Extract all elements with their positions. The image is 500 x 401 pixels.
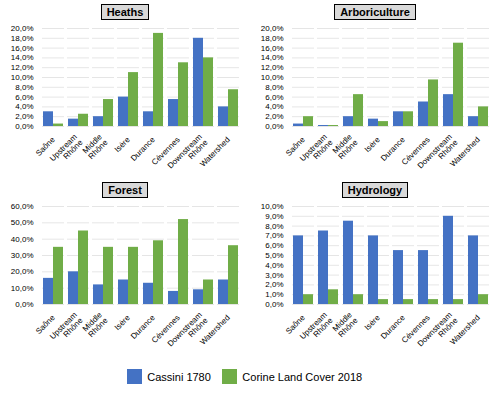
svg-text:DownstreamRhône: DownstreamRhône — [416, 310, 460, 354]
svg-text:Isère: Isère — [363, 313, 382, 332]
svg-text:14,0%: 14,0% — [261, 53, 284, 62]
svg-text:1,0%: 1,0% — [265, 290, 283, 299]
svg-text:Watershed: Watershed — [448, 135, 482, 169]
svg-text:10,0%: 10,0% — [261, 202, 284, 211]
svg-text:Durance: Durance — [379, 135, 407, 163]
svg-text:60,0%: 60,0% — [11, 202, 34, 211]
svg-text:Cévennes: Cévennes — [149, 135, 182, 167]
html-text:Forest: Forest — [108, 184, 142, 196]
svg-text:Cévennes: Cévennes — [399, 135, 432, 167]
svg-text:Cévennes: Cévennes — [399, 313, 432, 345]
svg-text:DownstreamRhône: DownstreamRhône — [416, 132, 460, 176]
svg-text:Watershed: Watershed — [198, 135, 232, 169]
svg-text:20,0%: 20,0% — [261, 24, 284, 33]
svg-text:20,0%: 20,0% — [11, 267, 34, 276]
svg-text:UpstreamRhône: UpstreamRhône — [48, 310, 85, 347]
svg-text:6,0%: 6,0% — [15, 93, 33, 102]
svg-text:DownstreamRhône: DownstreamRhône — [166, 310, 210, 354]
svg-text:Saône: Saône — [284, 313, 307, 336]
svg-text:10,0%: 10,0% — [11, 73, 34, 82]
svg-text:12,0%: 12,0% — [11, 63, 34, 72]
svg-text:MiddleRhône: MiddleRhône — [81, 310, 110, 339]
svg-text:2,0%: 2,0% — [15, 112, 33, 121]
svg-text:0,0%: 0,0% — [15, 300, 33, 309]
svg-text:Durance: Durance — [379, 313, 407, 341]
svg-text:Watershed: Watershed — [448, 313, 482, 347]
svg-text:UpstreamRhône: UpstreamRhône — [48, 132, 85, 169]
svg-text:Isère: Isère — [113, 135, 132, 154]
svg-text:16,0%: 16,0% — [261, 44, 284, 53]
svg-text:UpstreamRhône: UpstreamRhône — [298, 310, 335, 347]
svg-text:8,0%: 8,0% — [265, 222, 283, 231]
html-text:Corine Land Cover 2018: Corine Land Cover 2018 — [242, 370, 363, 383]
svg-text:6,0%: 6,0% — [265, 93, 283, 102]
html-text:Hydrology: Hydrology — [347, 184, 403, 196]
svg-text:18,0%: 18,0% — [11, 34, 34, 43]
svg-text:8,0%: 8,0% — [15, 83, 33, 92]
svg-text:Isère: Isère — [113, 313, 132, 332]
svg-text:18,0%: 18,0% — [261, 34, 284, 43]
svg-text:Saône: Saône — [284, 135, 307, 158]
svg-text:12,0%: 12,0% — [261, 63, 284, 72]
svg-text:Saône: Saône — [34, 313, 57, 336]
svg-text:7,0%: 7,0% — [265, 231, 283, 240]
svg-text:0,0%: 0,0% — [15, 122, 33, 131]
svg-text:Durance: Durance — [129, 135, 157, 163]
svg-text:MiddleRhône: MiddleRhône — [331, 132, 360, 161]
html-text:Arboriculture: Arboriculture — [340, 6, 410, 18]
svg-text:MiddleRhône: MiddleRhône — [331, 310, 360, 339]
svg-text:4,0%: 4,0% — [15, 102, 33, 111]
svg-text:10,0%: 10,0% — [11, 284, 34, 293]
svg-text:5,0%: 5,0% — [265, 251, 283, 260]
svg-text:9,0%: 9,0% — [265, 212, 283, 221]
svg-text:2,0%: 2,0% — [265, 280, 283, 289]
svg-text:6,0%: 6,0% — [265, 241, 283, 250]
svg-text:0,0%: 0,0% — [265, 300, 283, 309]
svg-text:UpstreamRhône: UpstreamRhône — [298, 132, 335, 169]
svg-text:Cévennes: Cévennes — [149, 313, 182, 345]
svg-text:DownstreamRhône: DownstreamRhône — [166, 132, 210, 176]
svg-text:20,0%: 20,0% — [11, 24, 34, 33]
svg-text:10,0%: 10,0% — [261, 73, 284, 82]
svg-text:Watershed: Watershed — [198, 313, 232, 347]
svg-text:Durance: Durance — [129, 313, 157, 341]
svg-text:Saône: Saône — [34, 135, 57, 158]
svg-text:40,0%: 40,0% — [11, 235, 34, 244]
svg-text:3,0%: 3,0% — [265, 271, 283, 280]
svg-text:Isère: Isère — [363, 135, 382, 154]
svg-text:4,0%: 4,0% — [265, 261, 283, 270]
svg-text:8,0%: 8,0% — [265, 83, 283, 92]
svg-text:14,0%: 14,0% — [11, 53, 34, 62]
svg-text:50,0%: 50,0% — [11, 218, 34, 227]
svg-text:MiddleRhône: MiddleRhône — [81, 132, 110, 161]
svg-text:30,0%: 30,0% — [11, 251, 34, 260]
svg-text:2,0%: 2,0% — [265, 112, 283, 121]
svg-text:16,0%: 16,0% — [11, 44, 34, 53]
svg-text:4,0%: 4,0% — [265, 102, 283, 111]
html-text:Cassini 1780: Cassini 1780 — [147, 370, 211, 383]
svg-text:0,0%: 0,0% — [265, 122, 283, 131]
html-text:Heaths: Heaths — [106, 6, 144, 18]
